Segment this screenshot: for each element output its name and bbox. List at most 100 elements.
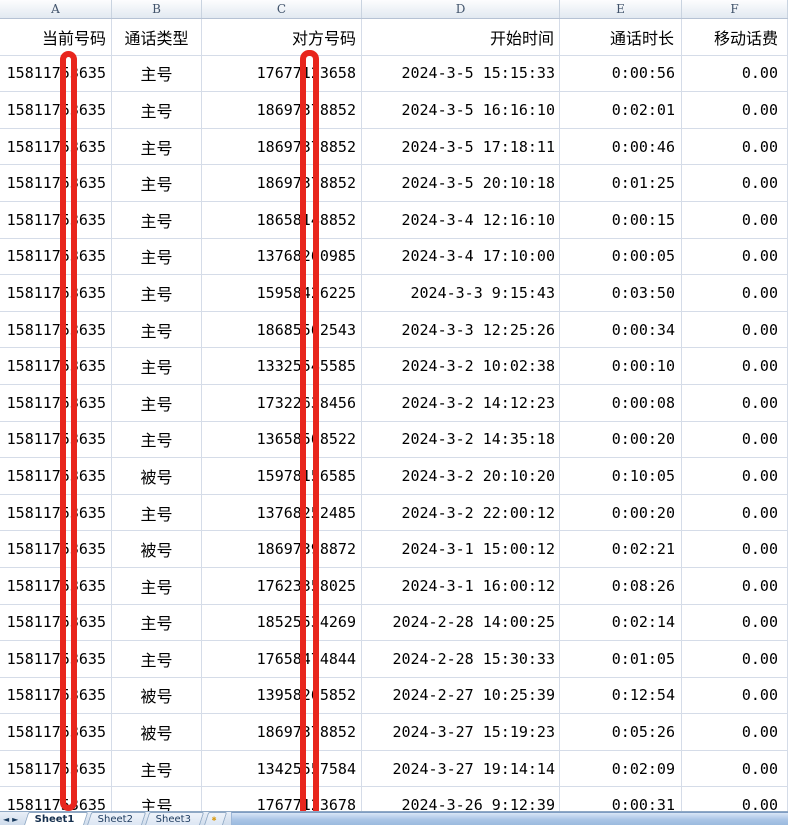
cell-peer-number[interactable]: 18697378852 <box>202 128 362 165</box>
cell-mobile-fee[interactable]: 0.00 <box>682 750 788 787</box>
cell-duration[interactable]: 0:00:34 <box>560 311 682 348</box>
cell-current-number[interactable]: 15811753635 <box>0 567 112 604</box>
cell-peer-number[interactable]: 13768260985 <box>202 238 362 275</box>
cell-call-type[interactable]: 主号 <box>112 567 202 604</box>
cell-call-type[interactable]: 被号 <box>112 458 202 494</box>
header-call-type[interactable]: 通话类型 <box>112 19 202 55</box>
cell-call-type[interactable]: 主号 <box>112 494 202 531</box>
cell-start-time[interactable]: 2024-3-2 22:00:12 <box>362 494 560 531</box>
prev-sheet-icon[interactable]: ◄ <box>3 814 10 824</box>
cell-peer-number[interactable]: 13325545585 <box>202 348 362 384</box>
cell-start-time[interactable]: 2024-3-1 16:00:12 <box>362 567 560 604</box>
cell-start-time[interactable]: 2024-3-3 12:25:26 <box>362 311 560 348</box>
cell-start-time[interactable]: 2024-3-5 16:16:10 <box>362 92 560 128</box>
cell-current-number[interactable]: 15811753635 <box>0 604 112 641</box>
header-mobile-fee[interactable]: 移动话费 <box>682 19 788 55</box>
cell-current-number[interactable]: 15811753635 <box>0 750 112 787</box>
cell-current-number[interactable]: 15811753635 <box>0 421 112 458</box>
cell-start-time[interactable]: 2024-2-28 15:30:33 <box>362 641 560 677</box>
cell-start-time[interactable]: 2024-3-2 14:35:18 <box>362 421 560 458</box>
cell-mobile-fee[interactable]: 0.00 <box>682 55 788 92</box>
cell-peer-number[interactable]: 17322638456 <box>202 384 362 421</box>
cell-duration[interactable]: 0:00:56 <box>560 55 682 92</box>
cell-start-time[interactable]: 2024-3-2 10:02:38 <box>362 348 560 384</box>
cell-peer-number[interactable]: 18697378852 <box>202 92 362 128</box>
column-header-b[interactable]: B <box>112 0 202 18</box>
cell-duration[interactable]: 0:03:50 <box>560 275 682 311</box>
cell-call-type[interactable]: 被号 <box>112 714 202 750</box>
cell-duration[interactable]: 0:10:05 <box>560 458 682 494</box>
cell-duration[interactable]: 0:00:20 <box>560 421 682 458</box>
column-header-c[interactable]: C <box>202 0 362 18</box>
cell-call-type[interactable]: 主号 <box>112 92 202 128</box>
cell-current-number[interactable]: 15811753635 <box>0 494 112 531</box>
cell-duration[interactable]: 0:02:09 <box>560 750 682 787</box>
cell-current-number[interactable]: 15811753635 <box>0 714 112 750</box>
cell-call-type[interactable]: 主号 <box>112 128 202 165</box>
cell-peer-number[interactable]: 18697378852 <box>202 165 362 201</box>
cell-duration[interactable]: 0:02:01 <box>560 92 682 128</box>
cell-duration[interactable]: 0:05:26 <box>560 714 682 750</box>
cell-duration[interactable]: 0:00:08 <box>560 384 682 421</box>
cell-start-time[interactable]: 2024-3-4 12:16:10 <box>362 201 560 238</box>
cell-current-number[interactable]: 15811753635 <box>0 201 112 238</box>
cell-peer-number[interactable]: 13768252485 <box>202 494 362 531</box>
cell-call-type[interactable]: 主号 <box>112 750 202 787</box>
cell-current-number[interactable]: 15811753635 <box>0 55 112 92</box>
cell-start-time[interactable]: 2024-3-5 20:10:18 <box>362 165 560 201</box>
cell-peer-number[interactable]: 13658568522 <box>202 421 362 458</box>
cell-call-type[interactable]: 主号 <box>112 384 202 421</box>
cell-duration[interactable]: 0:00:31 <box>560 787 682 824</box>
cell-peer-number[interactable]: 18685562543 <box>202 311 362 348</box>
header-current-number[interactable]: 当前号码 <box>0 19 112 55</box>
cell-duration[interactable]: 0:02:21 <box>560 531 682 567</box>
cell-current-number[interactable]: 15811753635 <box>0 165 112 201</box>
cell-current-number[interactable]: 15811753635 <box>0 92 112 128</box>
cell-start-time[interactable]: 2024-3-27 19:14:14 <box>362 750 560 787</box>
cell-peer-number[interactable]: 17658474844 <box>202 641 362 677</box>
cell-mobile-fee[interactable]: 0.00 <box>682 677 788 714</box>
cell-duration[interactable]: 0:00:46 <box>560 128 682 165</box>
cell-duration[interactable]: 0:01:25 <box>560 165 682 201</box>
cell-mobile-fee[interactable]: 0.00 <box>682 201 788 238</box>
cell-peer-number[interactable]: 18697398872 <box>202 531 362 567</box>
cell-peer-number[interactable]: 13425557584 <box>202 750 362 787</box>
cell-mobile-fee[interactable]: 0.00 <box>682 165 788 201</box>
cell-mobile-fee[interactable]: 0.00 <box>682 92 788 128</box>
cell-duration[interactable]: 0:00:10 <box>560 348 682 384</box>
cell-current-number[interactable]: 15811753635 <box>0 641 112 677</box>
cell-start-time[interactable]: 2024-3-26 9:12:39 <box>362 787 560 824</box>
cell-start-time[interactable]: 2024-3-27 15:19:23 <box>362 714 560 750</box>
cell-peer-number[interactable]: 17623358025 <box>202 567 362 604</box>
cell-start-time[interactable]: 2024-3-5 17:18:11 <box>362 128 560 165</box>
cell-mobile-fee[interactable]: 0.00 <box>682 384 788 421</box>
cell-peer-number[interactable]: 17677123658 <box>202 55 362 92</box>
cell-peer-number[interactable]: 13958265852 <box>202 677 362 714</box>
cell-current-number[interactable]: 15811753635 <box>0 348 112 384</box>
cell-mobile-fee[interactable]: 0.00 <box>682 348 788 384</box>
header-start-time[interactable]: 开始时间 <box>362 19 560 55</box>
cell-duration[interactable]: 0:00:05 <box>560 238 682 275</box>
cell-peer-number[interactable]: 15978156585 <box>202 458 362 494</box>
cell-start-time[interactable]: 2024-3-2 20:10:20 <box>362 458 560 494</box>
cell-mobile-fee[interactable]: 0.00 <box>682 238 788 275</box>
cell-current-number[interactable]: 15811753635 <box>0 311 112 348</box>
cell-mobile-fee[interactable]: 0.00 <box>682 275 788 311</box>
column-header-e[interactable]: E <box>560 0 682 18</box>
next-sheet-icon[interactable]: ► <box>12 814 19 824</box>
cell-duration[interactable]: 0:01:05 <box>560 641 682 677</box>
cell-current-number[interactable]: 15811753635 <box>0 677 112 714</box>
cell-duration[interactable]: 0:08:26 <box>560 567 682 604</box>
cell-call-type[interactable]: 被号 <box>112 677 202 714</box>
cell-start-time[interactable]: 2024-2-27 10:25:39 <box>362 677 560 714</box>
cell-start-time[interactable]: 2024-3-2 14:12:23 <box>362 384 560 421</box>
cell-duration[interactable]: 0:00:15 <box>560 201 682 238</box>
cell-mobile-fee[interactable]: 0.00 <box>682 311 788 348</box>
cell-call-type[interactable]: 主号 <box>112 275 202 311</box>
cell-duration[interactable]: 0:12:54 <box>560 677 682 714</box>
cell-peer-number[interactable]: 18525534269 <box>202 604 362 641</box>
insert-worksheet-tab[interactable]: ✱ <box>201 812 227 825</box>
cell-mobile-fee[interactable]: 0.00 <box>682 604 788 641</box>
cell-current-number[interactable]: 15811753635 <box>0 238 112 275</box>
cell-peer-number[interactable]: 15958426225 <box>202 275 362 311</box>
